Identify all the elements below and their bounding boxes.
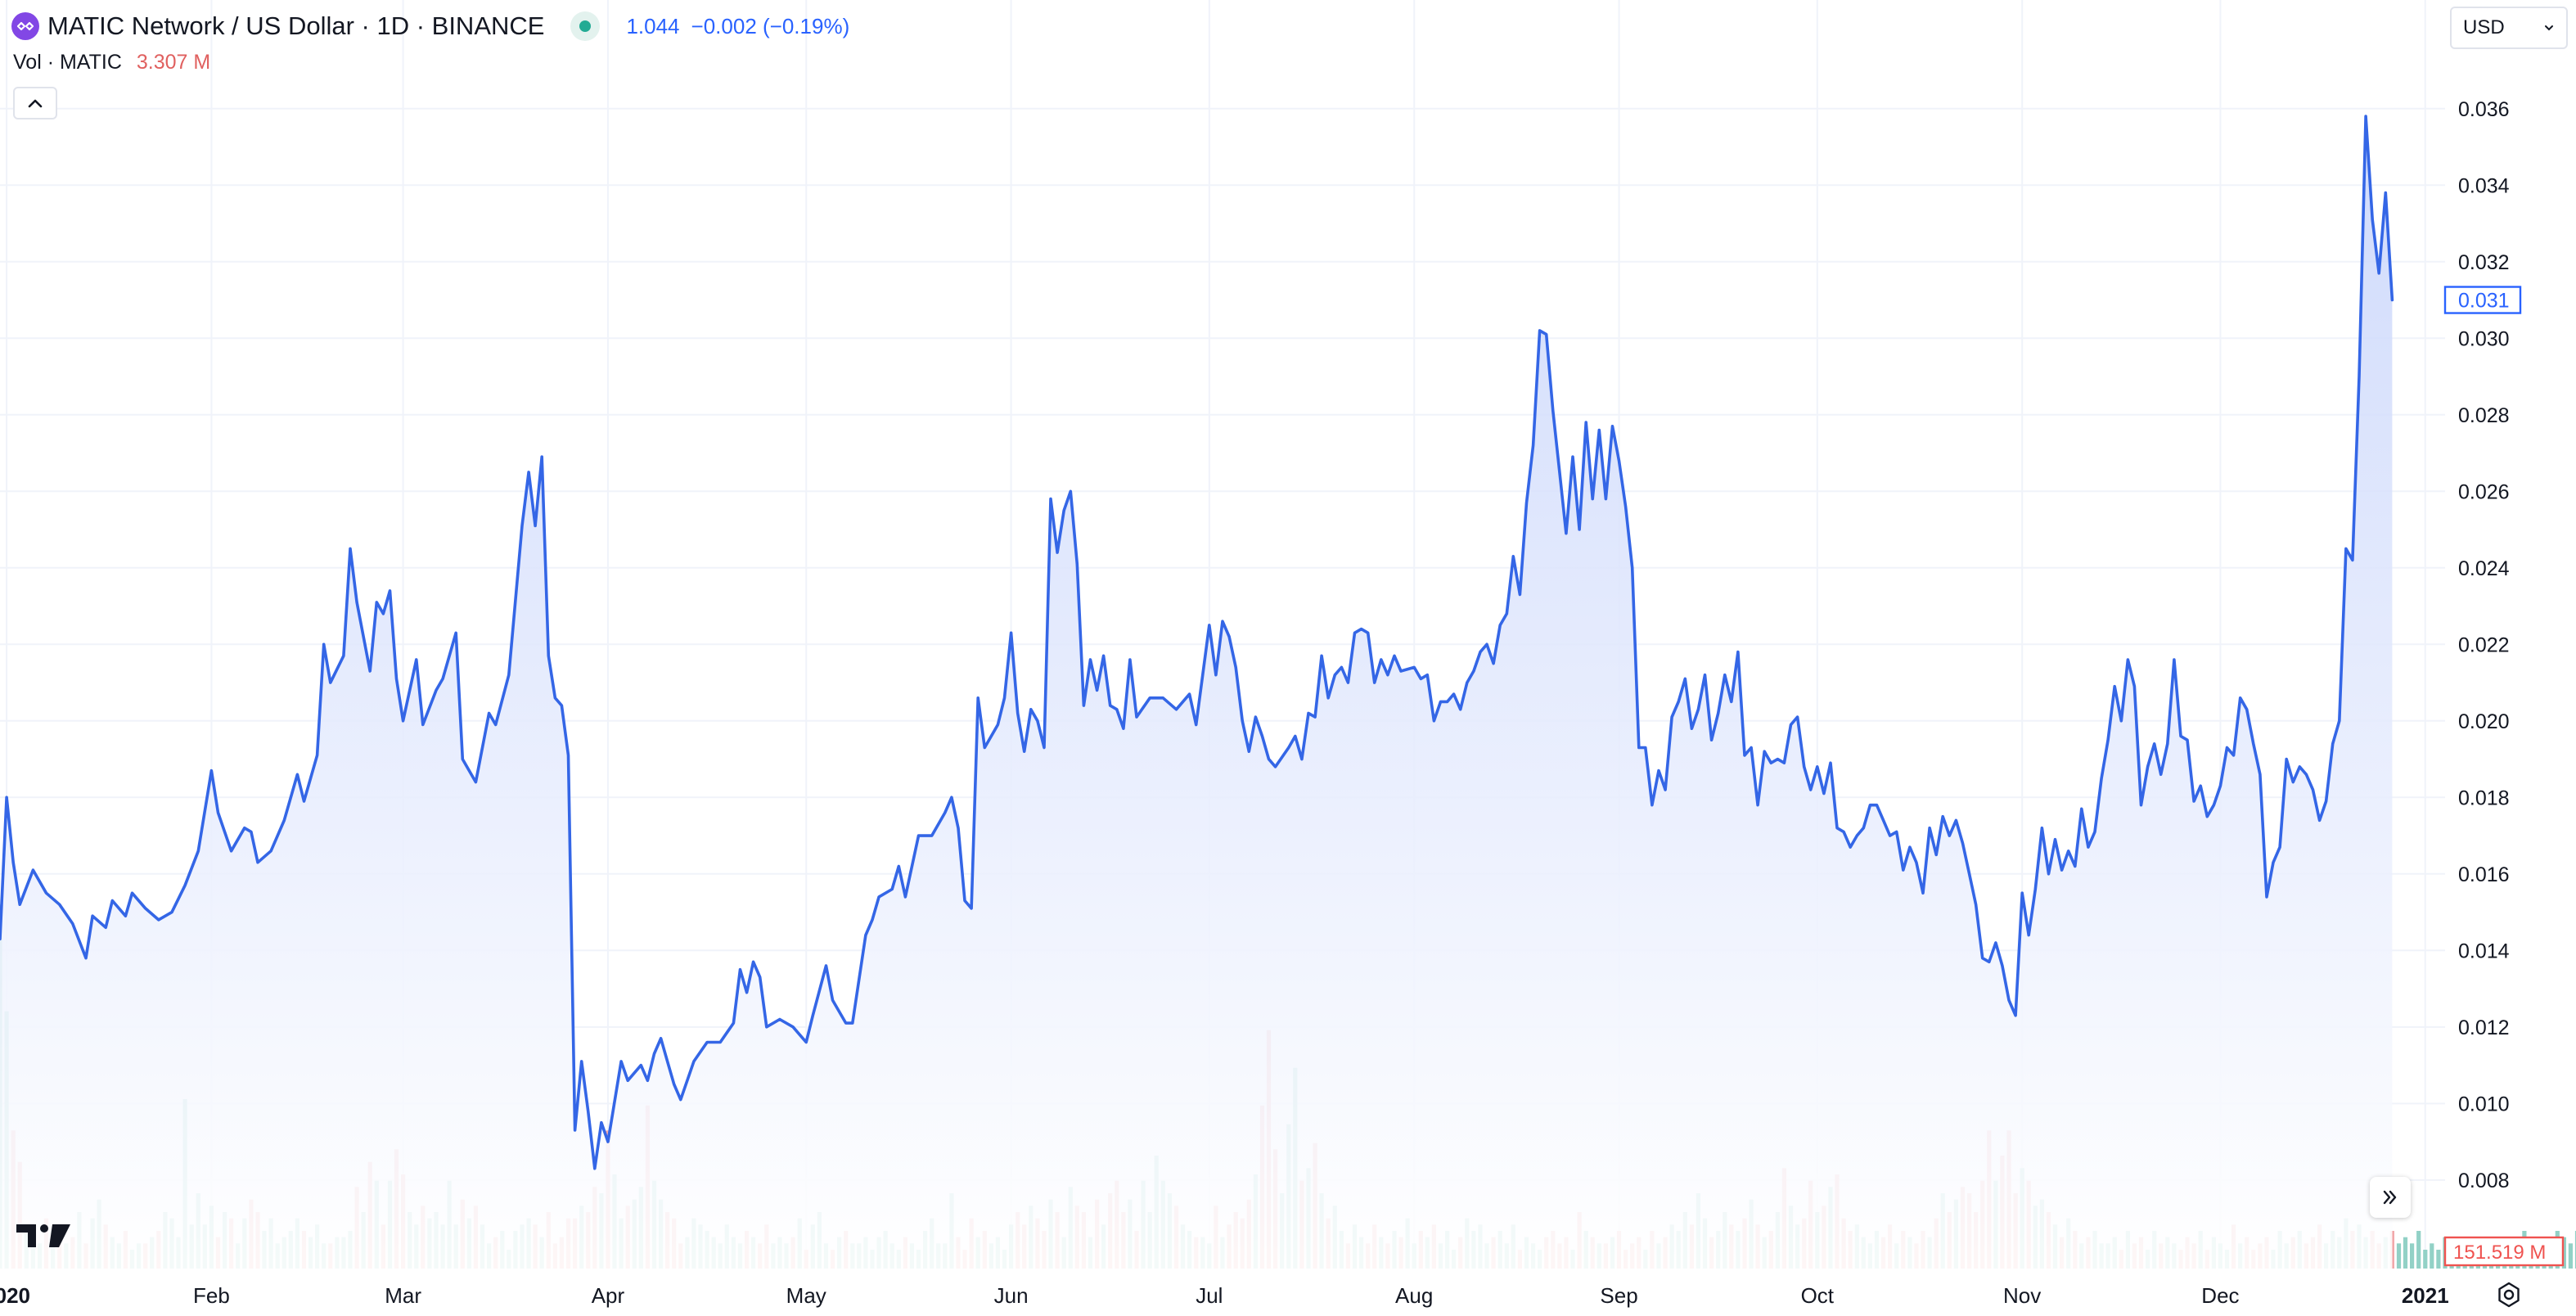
volume-value: 3.307 M (136, 51, 211, 74)
last-volume-label-box (2443, 1236, 2565, 1267)
volume-label: Vol · MATIC (13, 51, 122, 74)
price-change: −0.002 (−0.19%) (691, 13, 850, 38)
collapse-legend-button[interactable] (13, 87, 57, 119)
y-tick-label: 0.036 (2458, 98, 2510, 121)
x-tick-label: Feb (193, 1283, 230, 1308)
x-tick-label: 2021 (2402, 1283, 2449, 1308)
y-tick-label: 0.026 (2458, 480, 2510, 503)
y-tick-label: 0.018 (2458, 786, 2510, 809)
y-tick-label: 0.034 (2458, 174, 2510, 197)
volume-legend: Vol · MATIC 3.307 M (13, 51, 210, 74)
scroll-to-realtime-button[interactable] (2370, 1177, 2411, 1218)
price-line-layer (0, 115, 2394, 1170)
volume-bar (2574, 1231, 2576, 1269)
y-tick-label: 0.032 (2458, 251, 2510, 274)
y-tick-label: 0.030 (2458, 327, 2510, 350)
x-tick-label: Oct (1801, 1283, 1835, 1308)
x-tick-label: Apr (592, 1283, 625, 1308)
last-price-label-box (2443, 286, 2522, 314)
volume-bar (2568, 1243, 2573, 1269)
gear-icon[interactable] (2494, 1280, 2524, 1309)
x-tick-label: May (786, 1283, 826, 1308)
volume-bar (2430, 1243, 2434, 1269)
chevron-down-icon (2545, 25, 2553, 31)
x-tick-label: Dec (2201, 1283, 2239, 1308)
x-tick-label: Jul (1196, 1283, 1223, 1308)
volume-bar (2410, 1243, 2415, 1269)
x-tick-label: Sep (1600, 1283, 1637, 1308)
y-tick-label: 0.024 (2458, 557, 2510, 580)
price-series-line (0, 115, 2394, 1170)
chevron-up-icon (28, 99, 43, 108)
volume-bar (2561, 1237, 2566, 1269)
currency-select[interactable]: USD (2450, 7, 2568, 49)
x-tick-label: Nov (2003, 1283, 2041, 1308)
y-tick-label: 0.012 (2458, 1016, 2510, 1039)
x-tick-label: Jun (994, 1283, 1029, 1308)
market-status-dot-icon[interactable] (570, 11, 601, 41)
volume-bar (2396, 1243, 2402, 1269)
x-axis: 2020 Feb Mar Apr May Jun Jul Aug Sep Oct Nov Dec 202… (0, 1283, 2449, 1308)
price-area-fill (0, 116, 2393, 1269)
matic-logo-icon (11, 12, 39, 40)
y-tick-label: 0.014 (2458, 940, 2510, 962)
y-tick-label: 0.010 (2458, 1093, 2510, 1115)
y-tick-label: 0.008 (2458, 1170, 2510, 1192)
x-tick-label: Aug (1395, 1283, 1433, 1308)
price-area (0, 116, 2393, 1269)
y-axis: 0.008 0.010 0.012 0.014 0.016 0.018 0.020 0.022… (2443, 98, 2565, 1267)
volume-bar (2436, 1250, 2441, 1269)
symbol-title[interactable]: MATIC Network / US Dollar · 1D · BINANCE (47, 11, 545, 40)
y-tick-label: 0.016 (2458, 863, 2510, 886)
y-tick-label: 0.028 (2458, 404, 2510, 427)
x-tick-label: 2020 (0, 1283, 30, 1308)
y-tick-label: 0.022 (2458, 633, 2510, 656)
currency-value: USD (2463, 16, 2505, 38)
last-volume-label: 151.519 M (2453, 1242, 2546, 1264)
volume-bar (2403, 1237, 2408, 1269)
volume-bar (2416, 1231, 2421, 1269)
last-price: 1.044 (626, 13, 680, 38)
last-price-label: 0.031 (2458, 290, 2510, 313)
tradingview-logo-icon[interactable] (15, 1219, 72, 1252)
legend-header: MATIC Network / US Dollar · 1D · BINANCE… (11, 10, 849, 43)
y-tick-label: 0.020 (2458, 710, 2510, 733)
double-chevron-right-icon (2383, 1190, 2397, 1205)
x-tick-label: Mar (385, 1283, 421, 1308)
volume-bar (2423, 1250, 2428, 1269)
